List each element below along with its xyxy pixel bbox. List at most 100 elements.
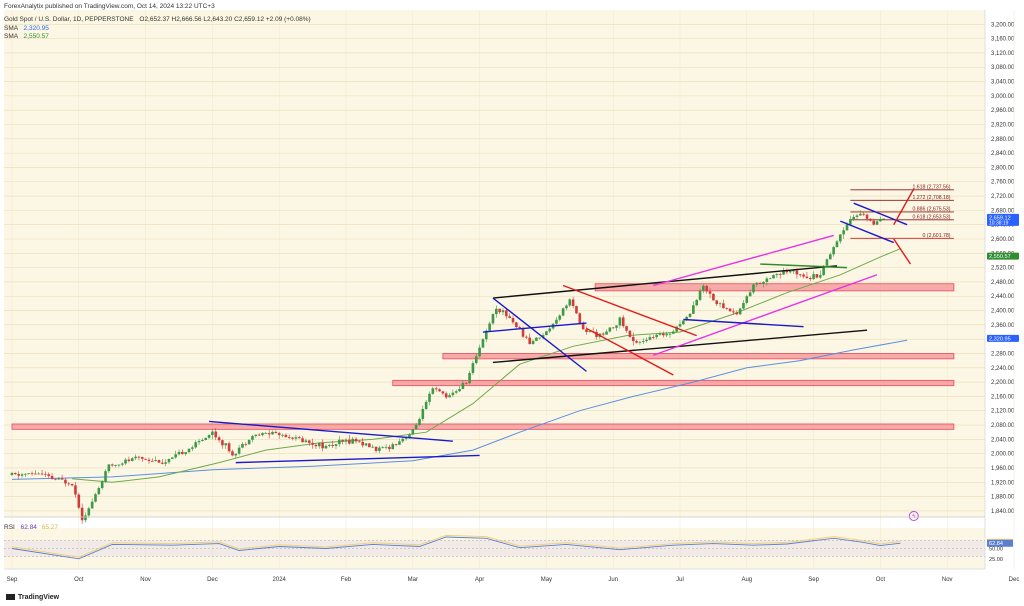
candle-body xyxy=(732,311,735,313)
trendline xyxy=(853,202,908,226)
candle-body xyxy=(448,395,451,398)
y-tick-label: 2,600.00 xyxy=(991,237,1015,243)
candle-body xyxy=(665,333,668,336)
candle-body xyxy=(281,434,284,436)
candle-body xyxy=(127,459,131,462)
candle-body xyxy=(67,483,71,485)
x-tick-label: Aug xyxy=(741,577,752,583)
candle-body xyxy=(187,448,191,453)
candle-body xyxy=(241,443,244,448)
x-tick-label: Dec xyxy=(1009,577,1020,583)
fib-level-label: 1.618 (2,737.56) xyxy=(912,184,950,190)
supply-demand-zone xyxy=(392,379,955,387)
candle-body xyxy=(722,303,725,309)
sma2-value: 2,550.57 xyxy=(23,33,49,40)
candle-body xyxy=(37,473,41,475)
candle-body xyxy=(768,278,772,280)
candle-body xyxy=(742,302,745,309)
candle-body xyxy=(798,274,802,276)
candle-body xyxy=(34,473,37,475)
candle-body xyxy=(481,339,485,348)
fib-level-label: 0.618 (2,653.53) xyxy=(912,214,950,220)
candle-body xyxy=(331,444,334,446)
candle-body xyxy=(675,326,678,332)
candle-body xyxy=(575,306,578,314)
candle-body xyxy=(822,265,825,276)
trendline xyxy=(492,297,587,372)
candle-body xyxy=(181,451,184,455)
candle-body xyxy=(344,439,348,442)
candle-body xyxy=(745,296,749,303)
candle-body xyxy=(244,443,248,445)
candle-body xyxy=(785,270,789,273)
candle-body xyxy=(204,437,208,440)
price-tag-label: 2,659.12 xyxy=(989,215,1011,221)
candle-body xyxy=(568,299,572,306)
y-tick-label: 2,480.00 xyxy=(991,280,1015,286)
trendline xyxy=(209,420,453,442)
candle-body xyxy=(140,457,144,459)
sma-slow-line xyxy=(11,339,908,480)
candle-body xyxy=(608,327,612,332)
candle-body xyxy=(304,440,308,443)
candle-body xyxy=(862,213,865,215)
candle-body xyxy=(792,270,795,272)
candle-body xyxy=(521,328,525,337)
price-tag-countdown: 10:38:19 xyxy=(989,220,1009,226)
brand-name: TradingView xyxy=(18,594,60,601)
candle-body xyxy=(565,305,568,309)
y-tick-label: 1,920.00 xyxy=(991,480,1015,486)
candle-body xyxy=(334,444,338,446)
candle-body xyxy=(301,438,304,443)
tradingview-logo: TradingView xyxy=(6,594,59,601)
x-tick-label: Jul xyxy=(676,577,684,583)
candle-body xyxy=(615,325,618,328)
y-tick-label: 2,920.00 xyxy=(991,122,1015,128)
price-tag-box xyxy=(987,252,1019,260)
candle-body xyxy=(254,434,258,437)
candle-body xyxy=(488,323,491,331)
candle-body xyxy=(755,282,759,285)
candle-body xyxy=(682,320,685,325)
candle-body xyxy=(454,391,458,393)
rsi-axis-label: 50.00 xyxy=(989,547,1003,553)
candle-body xyxy=(117,464,121,466)
candle-body xyxy=(297,437,301,439)
candle-body xyxy=(284,434,288,437)
candle-body xyxy=(17,474,20,476)
candle-body xyxy=(307,440,311,443)
candle-body xyxy=(835,241,839,248)
candle-body xyxy=(474,356,478,364)
y-tick-label: 2,440.00 xyxy=(991,294,1015,300)
published-note: ForexAnalytix published on TradingView.c… xyxy=(4,3,215,10)
candle-body xyxy=(618,317,622,326)
y-tick-label: 3,000.00 xyxy=(991,94,1015,100)
trendline xyxy=(840,220,895,244)
candle-body xyxy=(184,452,187,455)
candle-body xyxy=(515,322,518,328)
candle-body xyxy=(645,339,648,341)
candle-body xyxy=(421,408,425,420)
candle-body xyxy=(788,270,792,273)
candle-body xyxy=(197,440,201,443)
candle-body xyxy=(738,308,742,315)
candle-body xyxy=(134,456,137,459)
candle-body xyxy=(528,337,531,345)
candle-body xyxy=(398,441,401,445)
candle-body xyxy=(531,340,535,345)
x-tick-label: Apr xyxy=(475,577,484,583)
candle-body xyxy=(84,515,87,521)
candle-body xyxy=(351,438,354,444)
candle-body xyxy=(648,337,652,340)
candle-body xyxy=(124,459,127,464)
candle-body xyxy=(47,474,51,476)
candle-body xyxy=(328,444,331,446)
candle-body xyxy=(364,443,368,446)
candle-body xyxy=(571,299,575,307)
candle-body xyxy=(882,218,886,220)
candle-body xyxy=(391,444,395,450)
candle-body xyxy=(611,327,615,329)
trendline xyxy=(586,327,674,376)
y-tick-label: 2,720.00 xyxy=(991,194,1015,200)
